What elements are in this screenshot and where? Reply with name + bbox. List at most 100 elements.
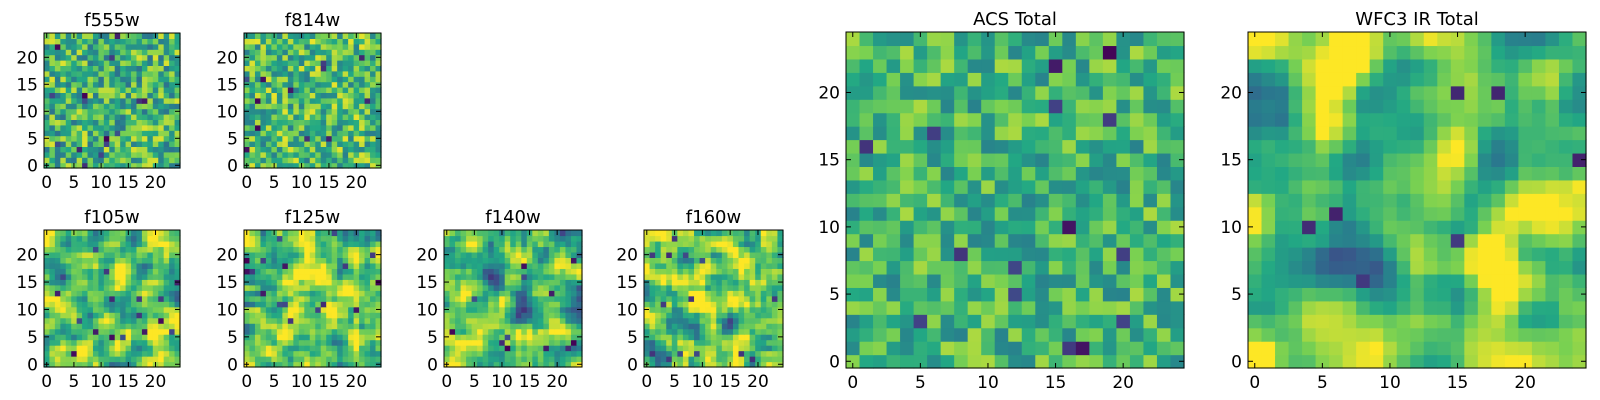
heatmap-cell [732, 257, 740, 264]
heatmap-cell [359, 157, 366, 164]
heatmap-cell [482, 290, 489, 297]
heatmap-cell [1062, 247, 1077, 262]
heatmap-cell [141, 257, 148, 264]
heatmap-cell [265, 273, 272, 280]
heatmap-cell [244, 97, 251, 104]
heatmap-cell [244, 301, 251, 308]
heatmap-cell [359, 119, 366, 126]
heatmap-cell [705, 273, 712, 280]
heatmap-cell [1156, 99, 1172, 114]
y-tick-label: 5 [829, 285, 840, 305]
heatmap-cell [1329, 287, 1344, 302]
heatmap-cell [125, 65, 132, 72]
heatmap-cell [1558, 166, 1574, 181]
heatmap-cell [54, 301, 61, 308]
heatmap-cell [1315, 300, 1330, 315]
heatmap-cell [65, 334, 72, 341]
heatmap-cell [655, 246, 662, 253]
heatmap-cell [554, 350, 561, 357]
heatmap-cell [54, 230, 61, 237]
heatmap-cell [60, 103, 67, 110]
heatmap-cell [375, 273, 382, 280]
heatmap-cell [103, 251, 110, 258]
heatmap-cell [1329, 206, 1344, 221]
heatmap-cell [348, 356, 355, 363]
heatmap-cell [60, 240, 67, 248]
heatmap-cell [260, 97, 267, 104]
heatmap-cell [777, 262, 784, 269]
heatmap-cell [682, 251, 690, 258]
heatmap-cell [1143, 32, 1158, 47]
heatmap-cell [54, 81, 61, 88]
heatmap-cell [309, 350, 316, 357]
heatmap-cell [677, 257, 684, 264]
heatmap-cell [493, 273, 500, 280]
heatmap-cell [375, 230, 382, 237]
heatmap-cell [49, 60, 56, 66]
x-tick-label: 15 [117, 372, 139, 392]
heatmap-cell [71, 240, 78, 248]
heatmap-cell [744, 251, 751, 258]
heatmap-cell [120, 290, 127, 297]
heatmap-cell [532, 356, 539, 363]
heatmap-cell [125, 356, 132, 363]
heatmap-cell [716, 295, 723, 302]
heatmap-cell [1275, 179, 1290, 194]
heatmap-cell [1558, 220, 1574, 235]
heatmap-cell [320, 81, 327, 88]
heatmap-cell [666, 317, 673, 324]
heatmap-cell [65, 33, 72, 39]
heatmap-cell [967, 152, 982, 167]
heatmap-cell [1075, 166, 1090, 181]
heatmap-cell [954, 314, 969, 329]
heatmap-cell [521, 328, 528, 335]
heatmap-cell [342, 141, 349, 147]
heatmap-cell [293, 70, 300, 77]
heatmap-cell [1423, 287, 1438, 302]
heatmap-cell [777, 345, 784, 352]
heatmap-cell [940, 220, 955, 235]
heatmap-cell [1302, 354, 1317, 369]
heatmap-cell [109, 70, 116, 77]
heatmap-cell [359, 251, 366, 258]
heatmap-cell [348, 284, 355, 291]
heatmap-cell [1102, 206, 1117, 221]
heatmap-cell [76, 151, 83, 158]
heatmap-cell [994, 287, 1009, 302]
heatmap-cell [60, 151, 67, 158]
heatmap-cell [359, 162, 366, 169]
heatmap-cell [543, 350, 550, 357]
heatmap-cell [298, 103, 305, 110]
heatmap-cell [54, 135, 61, 142]
heatmap-cell [276, 76, 283, 83]
heatmap-cell [315, 38, 322, 45]
heatmap-cell [254, 350, 262, 357]
heatmap-cell [471, 279, 478, 286]
heatmap-cell [1288, 166, 1303, 181]
heatmap-cell [348, 240, 355, 248]
heatmap-cell [163, 230, 170, 237]
heatmap-cell [315, 92, 322, 99]
heatmap-cell [738, 279, 745, 286]
heatmap-cell [682, 268, 690, 275]
heatmap-cell [1248, 179, 1263, 194]
heatmap-cell [537, 345, 544, 352]
heatmap-cell [331, 323, 338, 330]
heatmap-cell [158, 81, 165, 88]
heatmap-cell [249, 49, 256, 56]
heatmap-cell [342, 262, 349, 269]
heatmap-cell [666, 295, 673, 302]
heatmap-cell [320, 38, 327, 45]
heatmap-cell [1021, 233, 1036, 248]
heatmap-cell [82, 157, 89, 164]
heatmap-cell [370, 43, 377, 50]
heatmap-cell [152, 262, 159, 269]
heatmap-cell [444, 356, 451, 363]
heatmap-cell [163, 146, 170, 153]
heatmap-cell [744, 235, 751, 242]
heatmap-cell [276, 279, 283, 286]
heatmap-cell [315, 135, 322, 142]
heatmap-cell [260, 312, 267, 319]
heatmap-cell [359, 76, 366, 83]
heatmap-cell [152, 356, 159, 363]
